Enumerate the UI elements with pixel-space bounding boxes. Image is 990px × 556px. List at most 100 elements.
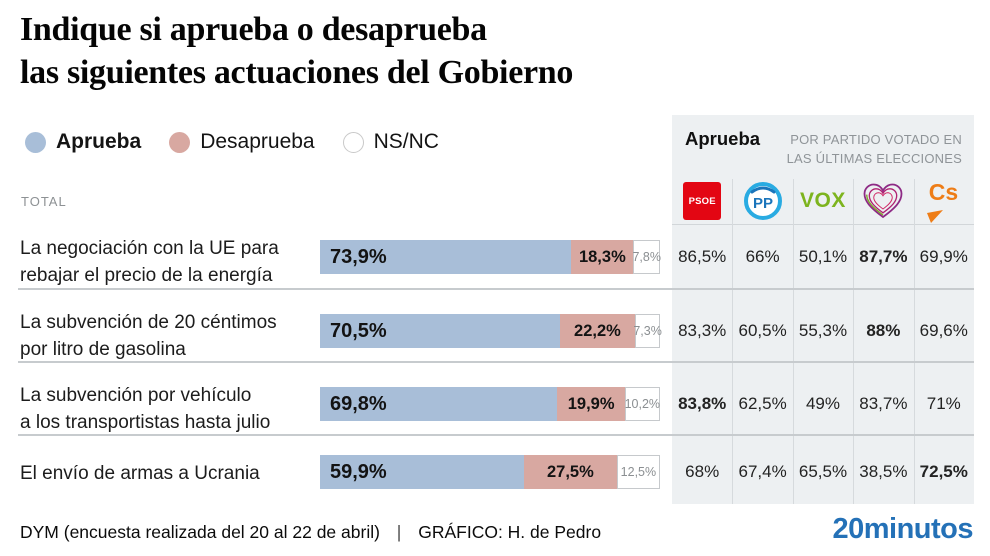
- party-value: 50,1%: [798, 247, 848, 266]
- bar-segment-aprueba: 59,9%: [320, 455, 524, 489]
- bar-segment-desaprueba: 27,5%: [523, 455, 618, 489]
- party-logos-row: PSOE PP VOX: [672, 178, 974, 224]
- bar-value: 7,3%: [633, 324, 662, 338]
- party-value: 49%: [805, 394, 840, 413]
- panel-divider: [672, 224, 974, 225]
- panel-subtitle-line: POR PARTIDO VOTADO EN: [790, 132, 962, 147]
- title-line-1: Indique si aprueba o desaprueba: [20, 11, 487, 48]
- bar-segment-nsnc: 7,3%: [633, 314, 662, 348]
- bar-value: 73,9%: [330, 245, 387, 268]
- nsnc-dot-icon: [342, 131, 364, 153]
- legend-label: NS/NC: [373, 130, 439, 153]
- panel-subtitle: POR PARTIDO VOTADO EN LAS ÚLTIMAS ELECCI…: [787, 130, 962, 168]
- svg-text:PP: PP: [753, 195, 773, 212]
- party-value: 60,5%: [738, 321, 787, 340]
- legend-item-nsnc: NS/NC: [342, 130, 439, 154]
- legend: Aprueba Desaprueba NS/NC: [25, 130, 467, 154]
- row-label: El envío de armas a Ucrania: [20, 461, 320, 488]
- row-label-line: rebajar el precio de la energía: [20, 264, 273, 286]
- party-value: 67,4%: [738, 462, 787, 481]
- bar-value: 59,9%: [330, 460, 387, 483]
- bar-value: 18,3%: [578, 247, 626, 266]
- row-label-line: La subvención de 20 céntimos: [20, 312, 277, 333]
- title-line-2: las siguientes actuaciones del Gobierno: [20, 54, 574, 91]
- row-divider: [18, 288, 974, 290]
- footer: DYM (encuesta realizada del 20 al 22 de …: [20, 522, 601, 543]
- ciudadanos-logo-icon: Cs: [914, 178, 974, 224]
- podemos-logo-icon: [853, 178, 913, 224]
- party-value: 69,9%: [919, 247, 968, 266]
- bar-segment-aprueba: 70,5%: [320, 314, 560, 348]
- party-value: 83,8%: [678, 394, 727, 413]
- bar-segment-desaprueba: 22,2%: [559, 314, 636, 348]
- credit-text: GRÁFICO: H. de Pedro: [418, 522, 602, 542]
- party-value: 68%: [685, 462, 720, 481]
- bar-value: 12,5%: [620, 465, 657, 479]
- party-value: 69,6%: [919, 321, 968, 340]
- bar-segment-desaprueba: 18,3%: [571, 240, 634, 274]
- bar-segment-nsnc: 10,2%: [625, 387, 660, 421]
- party-value: 38,5%: [859, 462, 908, 481]
- party-value: 83,3%: [678, 321, 727, 340]
- party-value: 65,5%: [798, 462, 848, 481]
- footer-separator: |: [396, 522, 402, 542]
- row-label: La subvención de 20 céntimos por litro d…: [20, 310, 320, 363]
- row-divider: [18, 434, 974, 436]
- party-value: 88%: [866, 321, 901, 340]
- party-value: 62,5%: [738, 394, 787, 413]
- party-panel: Aprueba POR PARTIDO VOTADO EN LAS ÚLTIMA…: [672, 115, 974, 504]
- aprueba-dot-icon: [25, 131, 46, 153]
- bar-segment-nsnc: 12,5%: [617, 455, 660, 489]
- bar-segment-aprueba: 69,8%: [320, 387, 558, 421]
- bar-value: 69,8%: [330, 392, 387, 415]
- row-label-line: El envío de armas a Ucrania: [20, 463, 260, 484]
- party-value: 83,7%: [859, 394, 908, 413]
- panel-subtitle-line: LAS ÚLTIMAS ELECCIONES: [786, 151, 962, 166]
- row-label: La negociación con la UE para rebajar el…: [20, 236, 320, 289]
- psoe-logo-icon: PSOE: [672, 178, 732, 224]
- bar-value: 70,5%: [330, 319, 387, 342]
- column-divider: [732, 179, 733, 504]
- party-value: 55,3%: [798, 321, 848, 340]
- column-divider: [914, 179, 915, 504]
- legend-label: Aprueba: [56, 130, 142, 153]
- party-values-row-2: 83,3% 60,5% 55,3% 88% 69,6%: [672, 314, 974, 348]
- party-value: 86,5%: [678, 247, 727, 266]
- row-label-line: por litro de gasolina: [20, 338, 186, 360]
- column-divider: [793, 179, 794, 504]
- bar-segment-nsnc: 7,8%: [632, 240, 661, 274]
- desaprueba-dot-icon: [169, 131, 191, 153]
- legend-label: Desaprueba: [200, 130, 315, 153]
- stacked-bar-row-3: 69,8% 19,9% 10,2%: [320, 387, 660, 421]
- party-value: 87,7%: [859, 247, 908, 266]
- legend-item-desaprueba: Desaprueba: [169, 130, 315, 154]
- page-title: Indique si aprueba o desaprueba las sigu…: [20, 8, 573, 94]
- row-label-line: La subvención por vehículo: [20, 385, 252, 406]
- party-value: 66%: [745, 247, 780, 266]
- party-values-row-4: 68% 67,4% 65,5% 38,5% 72,5%: [672, 455, 974, 489]
- bar-value: 27,5%: [547, 462, 594, 481]
- party-value: 71%: [926, 394, 961, 413]
- vox-logo-icon: VOX: [800, 189, 846, 212]
- bar-value: 19,9%: [567, 394, 615, 413]
- source-text: DYM (encuesta realizada del 20 al 22 de …: [20, 522, 380, 542]
- stacked-bar-row-4: 59,9% 27,5% 12,5%: [320, 455, 660, 489]
- bar-value: 7,8%: [632, 250, 661, 264]
- row-label-line: a los transportistas hasta julio: [20, 411, 271, 433]
- stacked-bar-row-1: 73,9% 18,3% 7,8%: [320, 240, 661, 274]
- bar-segment-aprueba: 73,9%: [320, 240, 572, 274]
- party-values-row-3: 83,8% 62,5% 49% 83,7% 71%: [672, 387, 974, 421]
- legend-item-aprueba: Aprueba: [25, 130, 141, 154]
- total-label: TOTAL: [21, 194, 67, 209]
- column-divider: [853, 179, 854, 504]
- bar-value: 22,2%: [574, 321, 621, 340]
- pp-logo-icon: PP: [732, 178, 792, 224]
- row-divider: [18, 361, 974, 363]
- stacked-bar-row-2: 70,5% 22,2% 7,3%: [320, 314, 662, 348]
- row-label-line: La negociación con la UE para: [20, 238, 279, 259]
- panel-title: Aprueba: [685, 128, 761, 149]
- party-values-row-1: 86,5% 66% 50,1% 87,7% 69,9%: [672, 240, 974, 274]
- party-value: 72,5%: [919, 462, 968, 481]
- row-label: La subvención por vehículo a los transpo…: [20, 383, 320, 436]
